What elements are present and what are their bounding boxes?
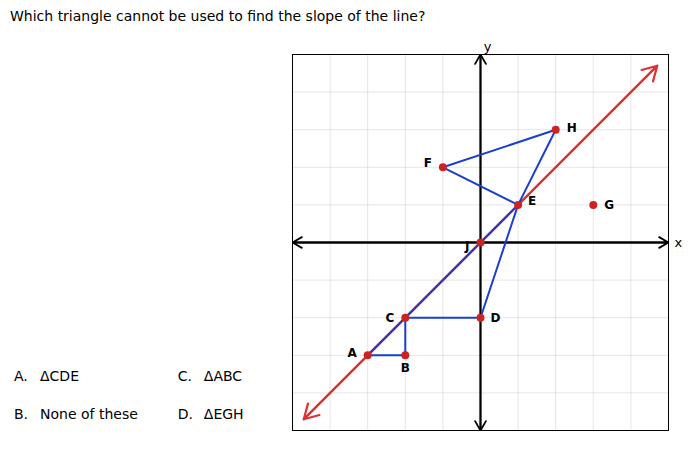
svg-text:J: J [464,239,469,253]
html-text:B.: B. [14,406,29,422]
svg-text:E: E [528,194,536,208]
svg-text:D: D [491,311,501,325]
svg-text:H: H [567,121,577,135]
svg-text:G: G [604,198,614,212]
svg-text:x: x [675,235,683,250]
svg-text:A: A [347,346,357,360]
html-text:ΔABC: ΔABC [203,368,243,384]
svg-text:F: F [424,156,432,170]
svg-text:B: B [401,361,410,375]
svg-text:y: y [484,39,492,54]
html-text:C.: C. [177,368,192,384]
html-text:ΔEGH: ΔEGH [203,406,244,422]
svg-text:C: C [385,311,394,325]
html-text:A.: A. [14,368,28,384]
html-text:D.: D. [177,406,193,422]
html-text:None of these: None of these [40,406,138,422]
html-text:ΔCDE: ΔCDE [40,368,79,384]
html-text:Which triangle cannot be used: Which triangle cannot be used to find th… [10,8,426,24]
